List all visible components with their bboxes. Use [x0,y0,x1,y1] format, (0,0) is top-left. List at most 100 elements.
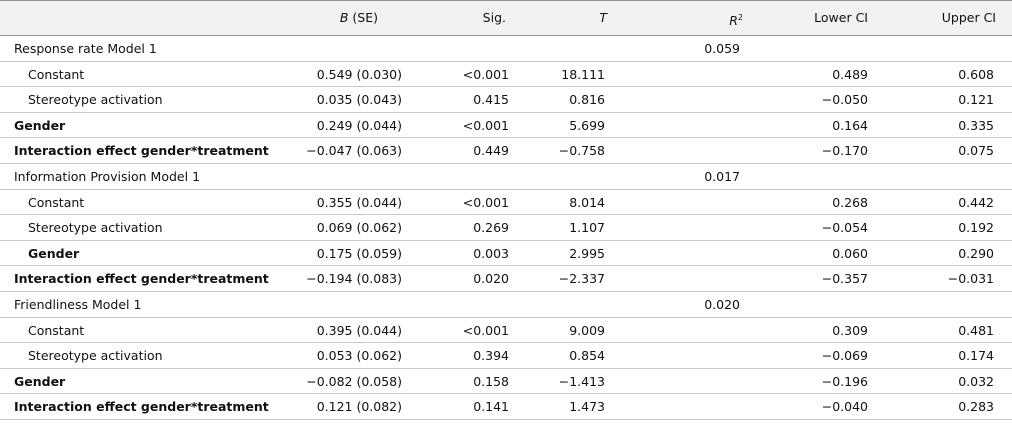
table-cell: 0.020 [704,297,740,312]
table-cell: 8.014 [569,194,605,210]
table-row: Gender −0.082 (0.058) 0.158 −1.413 −0.196 0.0… [0,369,1012,395]
table-cell: 0.174 [958,348,994,364]
table-cell: 0.060 [832,245,868,261]
column-header: Lower CI [814,1,868,35]
table-cell: 2.995 [569,245,605,261]
table-row: Constant 0.549 (0.030) <0.001 18.111 0.489 0.… [0,62,1012,88]
table-cell: 0.121 [958,92,994,108]
column-header: Sig. [483,1,506,35]
table-cell: 0.481 [958,322,994,338]
table-cell: 0.549 (0.030) [316,66,402,82]
table-cell: 0.053 (0.062) [316,348,402,364]
table-cell: 0.395 (0.044) [316,322,402,338]
row-label: Interaction effect gender*treatment [14,399,269,415]
table-cell: <0.001 [462,66,509,82]
table-cell: −2.337 [558,271,605,287]
row-label: Response rate Model 1 [14,41,157,56]
column-header: B (SE) [340,1,378,35]
table-cell: 0.175 (0.059) [316,245,402,261]
header-row: B (SE) Sig. T R2 Lower CI Upper CI [0,0,1012,36]
table-cell: <0.001 [462,322,509,338]
table-cell: 0.415 [473,92,509,108]
table-cell: 0.309 [832,322,868,338]
table-cell: 1.107 [569,220,605,236]
table-cell: 0.158 [473,373,509,389]
table-cell: 0.854 [569,348,605,364]
table-cell: 0.335 [958,117,994,133]
table-cell: 0.003 [473,245,509,261]
header-italic: T [599,10,607,25]
table-cell: 18.111 [561,66,605,82]
column-header: Upper CI [942,1,996,35]
row-label: Stereotype activation [28,348,163,364]
row-label: Gender [28,245,80,261]
row-label: Constant [28,66,85,82]
header-text: (SE) [352,10,378,25]
table-cell: 0.141 [473,399,509,415]
table-cell: −0.054 [821,220,868,236]
table-cell: 0.121 (0.082) [316,399,402,415]
table-cell: −0.069 [821,348,868,364]
table-cell: −0.357 [821,271,868,287]
table-cell: 0.059 [704,41,740,56]
table-cell: 0.449 [473,143,509,159]
table-cell: 0.075 [958,143,994,159]
row-label: Interaction effect gender*treatment [14,271,269,287]
table-cell: 0.283 [958,399,994,415]
table-cell: <0.001 [462,117,509,133]
row-label: Stereotype activation [28,92,163,108]
table-cell: 0.442 [958,194,994,210]
row-label: Gender [14,373,66,389]
table-cell: 0.164 [832,117,868,133]
header-text: Lower CI [814,10,868,25]
table-cell: −1.413 [558,373,605,389]
table-row: Interaction effect gender*treatment 0.121… [0,394,1012,420]
row-label: Interaction effect gender*treatment [14,143,269,159]
table-row: Stereotype activation 0.069 (0.062) 0.269 1… [0,215,1012,241]
table-row: Interaction effect gender*treatment −0.04… [0,138,1012,164]
table-cell: 0.269 [473,220,509,236]
table-cell: −0.196 [821,373,868,389]
table-cell: 0.069 (0.062) [316,220,402,236]
table-row: Interaction effect gender*treatment −0.19… [0,266,1012,292]
table-row: Friendliness Model 1 0.020 [0,292,1012,318]
table-cell: 0.017 [704,169,740,184]
table-cell: −0.194 (0.083) [306,271,402,287]
header-sup: 2 [737,13,743,22]
table-cell: 0.035 (0.043) [316,92,402,108]
table-cell: 0.032 [958,373,994,389]
column-header: R2 [729,1,743,38]
table-row: Response rate Model 1 0.059 [0,36,1012,62]
header-italic: R [729,13,738,29]
column-header: T [599,1,607,35]
table-cell: 0.290 [958,245,994,261]
table-cell: −0.170 [821,143,868,159]
table-row: Stereotype activation 0.035 (0.043) 0.415 0… [0,87,1012,113]
row-label: Constant [28,322,85,338]
table-cell: −0.050 [821,92,868,108]
table-row: Constant 0.355 (0.044) <0.001 8.014 0.268 0.4… [0,190,1012,216]
row-label: Stereotype activation [28,220,163,236]
table-cell: −0.031 [947,271,994,287]
table-cell: 0.192 [958,220,994,236]
table-row: Gender 0.249 (0.044) <0.001 5.699 0.164 0.335 [0,113,1012,139]
table-cell: −0.758 [558,143,605,159]
table-cell: 0.489 [832,66,868,82]
table-cell: 9.009 [569,322,605,338]
table-cell: −0.082 (0.058) [306,373,402,389]
table-row: Stereotype activation 0.053 (0.062) 0.394 0… [0,343,1012,369]
table-cell: −0.047 (0.063) [306,143,402,159]
table-cell: 5.699 [569,117,605,133]
table-cell: 0.816 [569,92,605,108]
table-cell: 0.608 [958,66,994,82]
header-text: Upper CI [941,10,996,25]
row-label: Constant [28,194,85,210]
table-cell: 0.394 [473,348,509,364]
table-cell: 0.268 [832,194,868,210]
table-cell: 0.249 (0.044) [316,117,402,133]
table-cell: 0.020 [473,271,509,287]
table-row: Constant 0.395 (0.044) <0.001 9.009 0.309 0.4… [0,318,1012,344]
table-row: Gender 0.175 (0.059) 0.003 2.995 0.060 0.290 [0,241,1012,267]
header-text: Sig. [482,10,506,25]
